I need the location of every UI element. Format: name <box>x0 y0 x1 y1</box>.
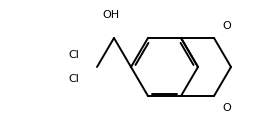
Text: OH: OH <box>102 10 120 20</box>
Text: Cl: Cl <box>68 74 79 84</box>
Text: O: O <box>222 103 231 113</box>
Text: Cl: Cl <box>68 50 79 60</box>
Text: O: O <box>222 21 231 31</box>
